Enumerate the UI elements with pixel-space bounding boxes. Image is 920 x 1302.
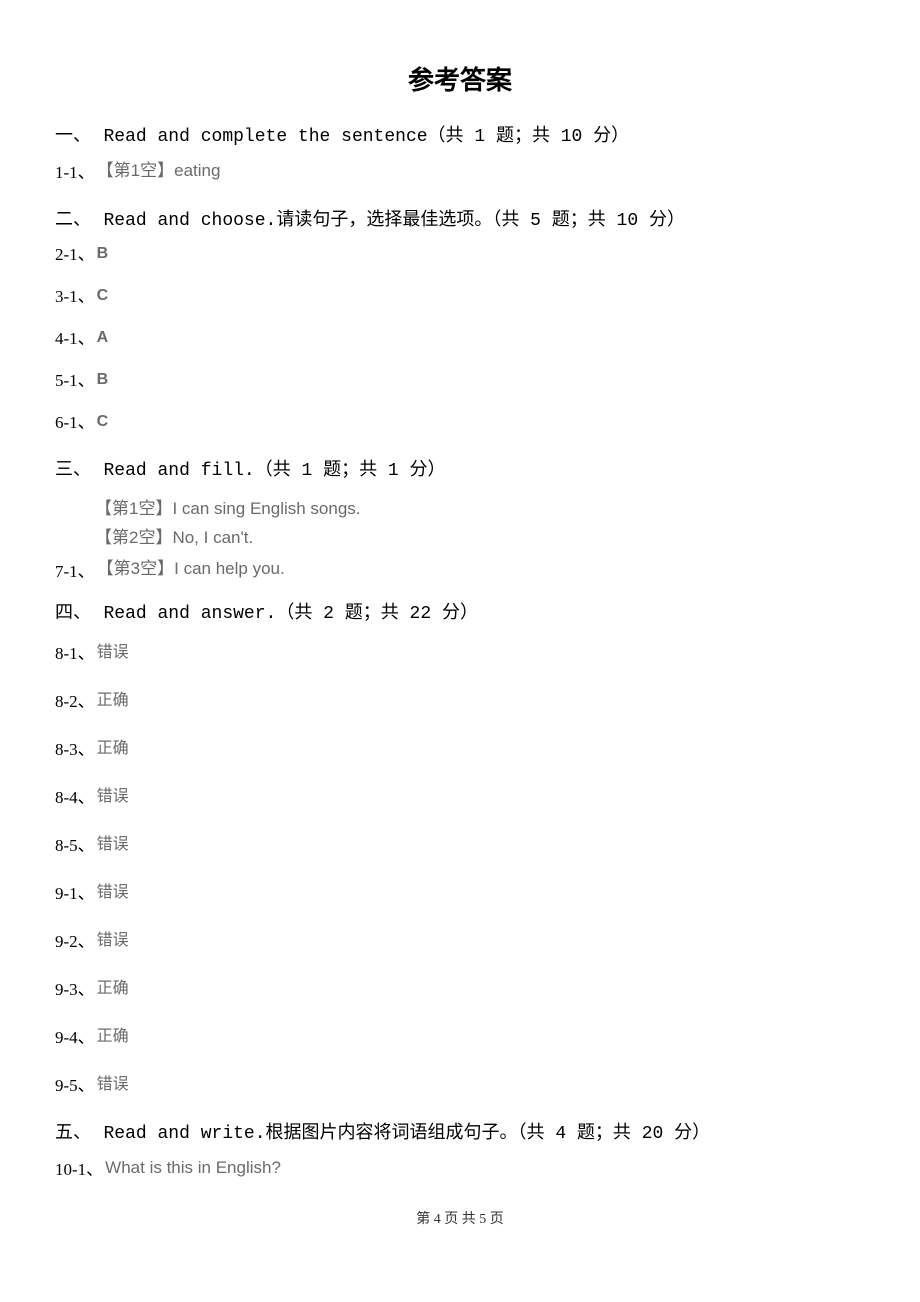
answer-value: 错误 xyxy=(97,878,129,902)
fill-line-1: 【第1空】I can sing English songs. xyxy=(95,495,865,524)
answer-value: What is this in English? xyxy=(105,1158,281,1178)
answer-value: 错误 xyxy=(97,926,129,950)
answer-value: 正确 xyxy=(97,686,129,710)
answer-value: A xyxy=(97,329,109,347)
answer-row-8-1: 8-1、 错误 xyxy=(55,638,865,662)
page-footer: 第 4 页 共 5 页 xyxy=(55,1208,865,1228)
fill-line-3: 【第3空】I can help you. xyxy=(97,559,285,579)
answer-row-10-1: 10-1、 What is this in English? xyxy=(55,1158,865,1178)
answer-idx: 10-1、 xyxy=(55,1161,103,1178)
answer-idx: 4-1、 xyxy=(55,330,95,347)
answer-row-9-1: 9-1、 错误 xyxy=(55,878,865,902)
answer-value: 错误 xyxy=(97,1070,129,1094)
answer-row-9-2: 9-2、 错误 xyxy=(55,926,865,950)
answer-idx: 3-1、 xyxy=(55,288,95,305)
answer-row-3-1: 3-1、 C xyxy=(55,287,865,305)
section-2-text: Read and choose.请读句子，选择最佳选项。（共 5 题；共 10 … xyxy=(104,211,685,231)
section-2-heading: 二、 Read and choose.请读句子，选择最佳选项。（共 5 题；共 … xyxy=(55,205,865,231)
answer-idx: 8-4、 xyxy=(55,789,95,806)
answer-idx: 9-5、 xyxy=(55,1077,95,1094)
answer-idx: 1-1、 xyxy=(55,164,95,181)
section-1-heading: 一、 Read and complete the sentence（共 1 题；… xyxy=(55,121,865,147)
answer-idx: 8-3、 xyxy=(55,741,95,758)
answer-value: B xyxy=(97,245,109,263)
page-container: 参考答案 一、 Read and complete the sentence（共… xyxy=(0,0,920,1268)
answer-value: 错误 xyxy=(97,782,129,806)
answer-value: 【第1空】eating xyxy=(97,161,221,181)
section-3-num: 三、 xyxy=(55,459,91,479)
answer-value: 错误 xyxy=(97,638,129,662)
answer-row-8-2: 8-2、 正确 xyxy=(55,686,865,710)
answer-value: 错误 xyxy=(97,830,129,854)
section-3-text: Read and fill.（共 1 题；共 1 分） xyxy=(104,461,446,481)
answer-idx: 5-1、 xyxy=(55,372,95,389)
answer-row-9-4: 9-4、 正确 xyxy=(55,1022,865,1046)
section-5-num: 五、 xyxy=(55,1122,91,1142)
answer-row-6-1: 6-1、 C xyxy=(55,413,865,431)
fill-block-7: 【第1空】I can sing English songs. 【第2空】No, … xyxy=(95,495,865,553)
answer-idx: 9-3、 xyxy=(55,981,95,998)
section-2-num: 二、 xyxy=(55,209,91,229)
answer-idx: 2-1、 xyxy=(55,246,95,263)
section-5-text: Read and write.根据图片内容将词语组成句子。（共 4 题；共 20… xyxy=(104,1124,711,1144)
answer-idx: 8-2、 xyxy=(55,693,95,710)
answer-value: 正确 xyxy=(97,734,129,758)
answer-row-4-1: 4-1、 A xyxy=(55,329,865,347)
answer-row-8-5: 8-5、 错误 xyxy=(55,830,865,854)
answer-idx: 8-5、 xyxy=(55,837,95,854)
answer-row-8-3: 8-3、 正确 xyxy=(55,734,865,758)
page-title: 参考答案 xyxy=(55,60,865,97)
section-3-heading: 三、 Read and fill.（共 1 题；共 1 分） xyxy=(55,455,865,481)
answer-value: 正确 xyxy=(97,974,129,998)
answer-idx: 6-1、 xyxy=(55,414,95,431)
section-1-text: Read and complete the sentence（共 1 题；共 1… xyxy=(104,127,630,147)
answer-value: 正确 xyxy=(97,1022,129,1046)
answer-row-1-1: 1-1、 【第1空】eating xyxy=(55,161,865,181)
fill-line-2: 【第2空】No, I can't. xyxy=(95,524,865,553)
answer-idx: 7-1、 xyxy=(55,563,95,580)
answer-row-9-5: 9-5、 错误 xyxy=(55,1070,865,1094)
answer-row-8-4: 8-4、 错误 xyxy=(55,782,865,806)
answer-row-7-1: 7-1、 【第3空】I can help you. xyxy=(55,559,865,579)
answer-value: C xyxy=(97,413,109,431)
answer-row-2-1: 2-1、 B xyxy=(55,245,865,263)
answer-row-9-3: 9-3、 正确 xyxy=(55,974,865,998)
answer-row-5-1: 5-1、 B xyxy=(55,371,865,389)
section-1-num: 一、 xyxy=(55,125,91,145)
answer-idx: 9-1、 xyxy=(55,885,95,902)
answer-value: C xyxy=(97,287,109,305)
answer-idx: 8-1、 xyxy=(55,645,95,662)
answer-idx: 9-4、 xyxy=(55,1029,95,1046)
section-4-heading: 四、 Read and answer.（共 2 题；共 22 分） xyxy=(55,598,865,624)
section-5-heading: 五、 Read and write.根据图片内容将词语组成句子。（共 4 题；共… xyxy=(55,1118,865,1144)
answer-idx: 9-2、 xyxy=(55,933,95,950)
answer-value: B xyxy=(97,371,109,389)
section-4-text: Read and answer.（共 2 题；共 22 分） xyxy=(104,604,478,624)
section-4-num: 四、 xyxy=(55,602,91,622)
